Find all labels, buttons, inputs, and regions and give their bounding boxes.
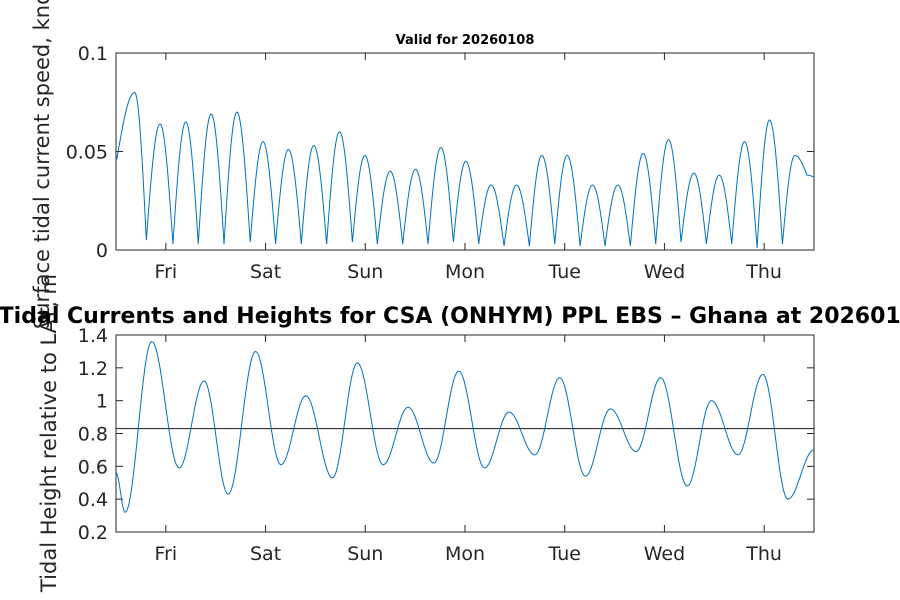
tidal-height-ylabel: Tidal Height relative to LAT, m <box>37 274 61 593</box>
main-title: Tidal Currents and Heights for CSA (ONHY… <box>0 304 900 329</box>
tidal-height-xtick-label: Fri <box>155 543 178 565</box>
current-speed-xtick-label: Thu <box>745 261 782 283</box>
tidal-height-xtick-label: Thu <box>745 543 782 565</box>
tidal-height-ytick-label: 1.4 <box>78 325 108 347</box>
current-speed-axes-box <box>115 52 815 251</box>
current-speed-xtick-label: Sun <box>347 261 383 283</box>
tidal-height-axes-box <box>115 334 815 533</box>
tidal-height-ytick-label: 1 <box>96 391 108 413</box>
current-speed-xtick-label: Wed <box>644 261 685 283</box>
tidal-height-ytick-label: 0.4 <box>78 489 108 511</box>
current-speed-panel: 0 0.05 0.1 Fri Sat Sun Mon Tue Wed Thu Valid for … <box>30 0 815 329</box>
tidal-height-xtick-label: Sun <box>347 543 383 565</box>
tidal-height-line <box>115 340 815 513</box>
current-speed-xtick-label: Tue <box>547 261 580 283</box>
tidal-height-xtick-label: Wed <box>644 543 685 565</box>
tidal-height-xtick-label: Sat <box>250 543 281 565</box>
tidal-height-ticks: 0.2 0.4 0.6 0.8 1 1.2 1.4 Fri Sat Sun Mon Tue Wed Thu <box>78 325 814 565</box>
tidal-height-ytick-label: 0.8 <box>78 424 108 446</box>
tidal-height-xtick-label: Tue <box>547 543 580 565</box>
tidal-height-panel: 0.2 0.4 0.6 0.8 1 1.2 1.4 Fri Sat Sun Mon Tue Wed Thu… <box>37 274 815 593</box>
tidal-height-ytick-label: 0.2 <box>78 522 108 544</box>
current-speed-xtick-label: Fri <box>155 261 178 283</box>
current-speed-xtick-label: Mon <box>445 261 485 283</box>
current-speed-title: Valid for 20260108 <box>396 33 535 48</box>
current-speed-ticks: 0 0.05 0.1 Fri Sat Sun Mon Tue Wed Thu <box>66 43 814 283</box>
current-speed-ytick-label: 0 <box>96 240 108 262</box>
current-speed-xtick-label: Sat <box>250 261 281 283</box>
current-speed-ylabel: Surface tidal current speed, knots <box>30 0 54 329</box>
current-speed-ytick-label: 0.05 <box>66 142 108 164</box>
tidal-height-ytick-label: 1.2 <box>78 358 108 380</box>
tidal-height-xtick-label: Mon <box>445 543 485 565</box>
current-speed-line <box>116 91 815 249</box>
current-speed-ytick-label: 0.1 <box>78 43 108 65</box>
tidal-height-ytick-label: 0.6 <box>78 456 108 478</box>
